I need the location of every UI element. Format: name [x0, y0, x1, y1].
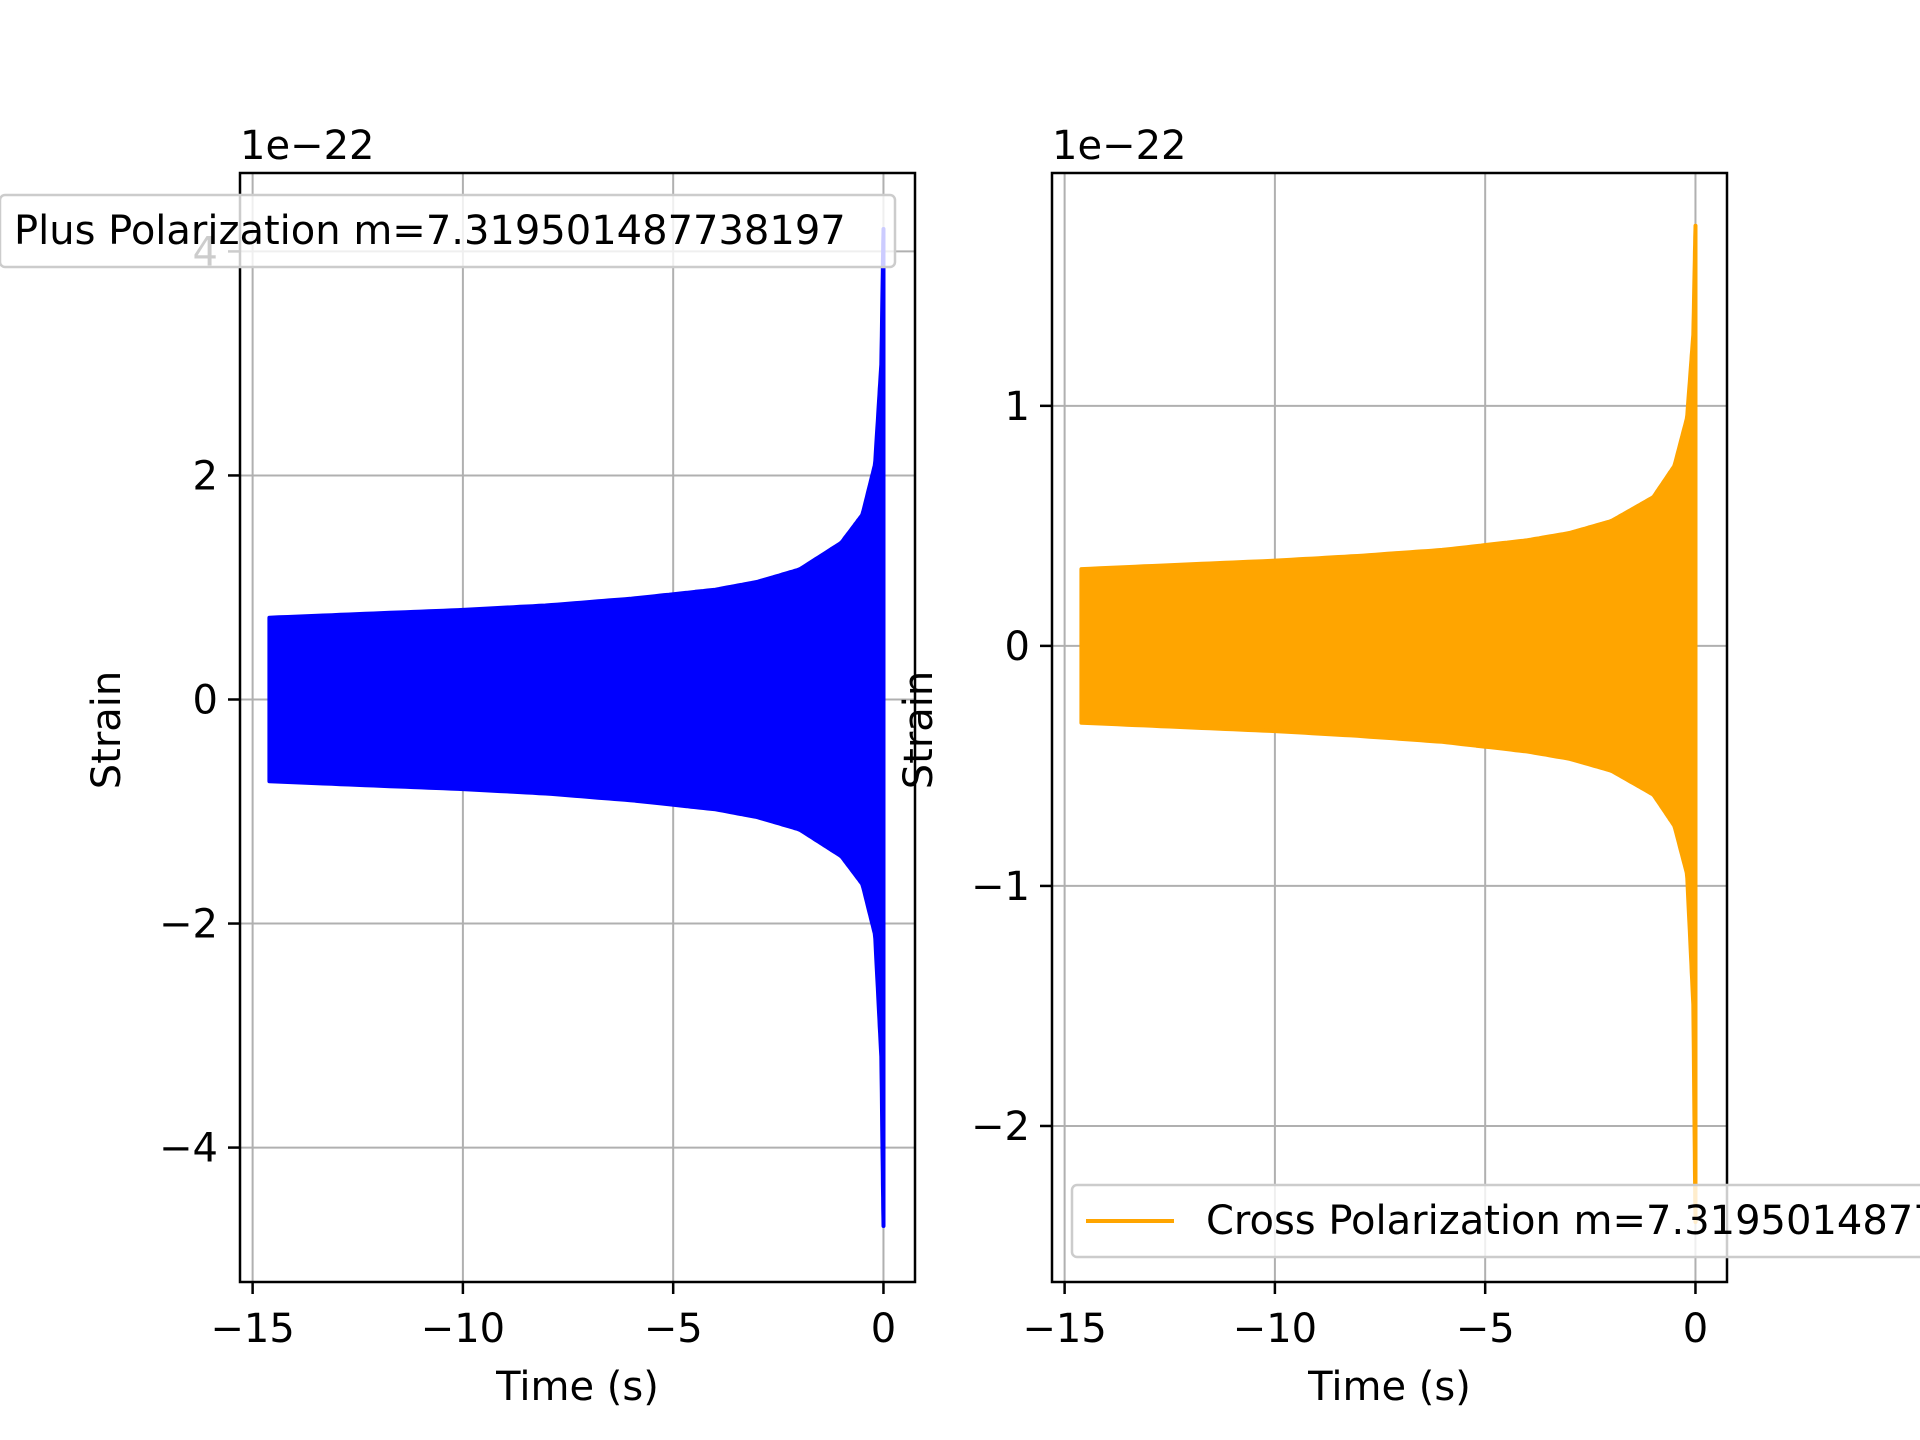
- y-tick-label: 1: [1005, 384, 1030, 430]
- legend[interactable]: Plus Polarization m=7.319501487738197: [0, 0, 897, 269]
- x-tick-label: −10: [1233, 1306, 1317, 1352]
- legend-entry-label: Plus Polarization m=7.319501487738197: [14, 208, 846, 254]
- y-tick-label: −4: [159, 1126, 218, 1172]
- x-tick-label: −5: [1456, 1306, 1515, 1352]
- y-tick-label: −2: [159, 902, 218, 948]
- x-axis-label: Time (s): [1307, 1364, 1471, 1410]
- y-tick-label: 0: [1005, 624, 1030, 670]
- y-offset-label: 1e−22: [1052, 123, 1186, 169]
- y-axis-label: Strain: [84, 671, 130, 790]
- x-ticks: −15 −10 −5 0: [210, 1282, 896, 1352]
- y-tick-label: 2: [193, 453, 218, 499]
- series-area: [267, 227, 886, 1228]
- legend[interactable]: Cross Polarization m=7.319501487738197: [1070, 1183, 1920, 1259]
- axes-frame: [238, 171, 917, 1284]
- legend-box: [1070, 1183, 1920, 1259]
- y-tick-label: 0: [193, 677, 218, 723]
- cross-polarization-subplot: −15 −10 −5 0 −2−101 Time (s) Strain 1e−22 C…: [896, 123, 1920, 1410]
- x-tick-label: −10: [421, 1306, 505, 1352]
- y-axis-label: Strain: [896, 671, 942, 790]
- y-tick-label: −1: [971, 864, 1030, 910]
- y-offset-label: 1e−22: [240, 123, 374, 169]
- x-tick-label: −15: [210, 1306, 294, 1352]
- waveform-series: [267, 227, 886, 1228]
- x-tick-label: 0: [1683, 1306, 1708, 1352]
- axes-frame: [1050, 171, 1729, 1284]
- legend-entry-label: Cross Polarization m=7.319501487738197: [1206, 1198, 1920, 1244]
- x-ticks: −15 −10 −5 0: [1022, 1282, 1708, 1352]
- plus-polarization-subplot: −15−10−50 −4−2024 Time (s) Strain 1e−22 …: [0, 0, 917, 1410]
- y-ticks: −2 −1 0 1: [971, 384, 1052, 1150]
- x-tick-label: −5: [644, 1306, 703, 1352]
- x-tick-label: 0: [871, 1306, 896, 1352]
- y-tick-label: −2: [971, 1104, 1030, 1150]
- x-tick-label: −15: [1022, 1306, 1106, 1352]
- x-axis-label: Time (s): [495, 1364, 659, 1410]
- legend-box: [0, 193, 897, 269]
